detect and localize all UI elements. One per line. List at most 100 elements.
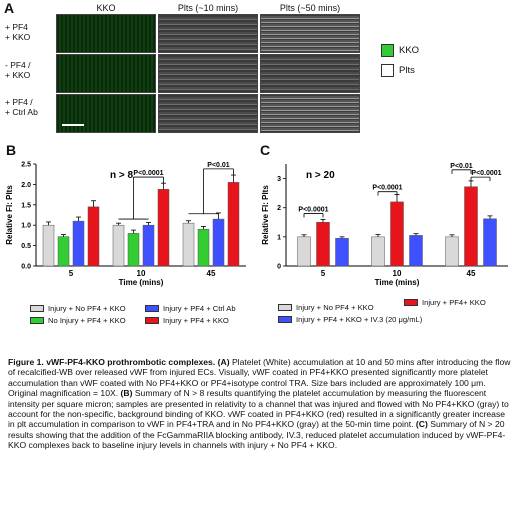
image-kko-row3 bbox=[56, 94, 156, 133]
legend-c-swatch-1 bbox=[278, 304, 292, 311]
col-header-plts-50: Plts (~50 mins) bbox=[279, 3, 341, 13]
p-value-label-3: P<0.0001 bbox=[471, 170, 501, 177]
row-label-1-line2: + KKO bbox=[5, 32, 31, 42]
image-plts10-row2 bbox=[158, 54, 258, 93]
bar-10-2 bbox=[127, 233, 140, 267]
bar-5-1 bbox=[42, 224, 55, 267]
y-tick-label-2: 2 bbox=[277, 205, 281, 212]
scale-bar bbox=[62, 124, 84, 126]
bar-45-1 bbox=[182, 222, 195, 267]
caption-b-text: Summary of N > 8 results quantifying the… bbox=[8, 388, 509, 430]
caption-c-label: (C) bbox=[415, 419, 428, 430]
legend-swatch-plts bbox=[381, 64, 394, 77]
p-value-label-2: P<0.01 bbox=[450, 163, 472, 170]
x-tick-label-5: 5 bbox=[69, 269, 74, 278]
legend-label-kko: KKO bbox=[399, 45, 420, 56]
legend-c-item-1: Injury + No PF4 + KKO bbox=[278, 303, 374, 312]
row-label-3-line1: + PF4 / bbox=[5, 97, 33, 107]
legend-b-item-3: No Injury + PF4 + KKO bbox=[30, 316, 126, 325]
p-value-label-1: P<0.0001 bbox=[372, 185, 402, 192]
x-tick-label-45: 45 bbox=[467, 269, 476, 278]
chart-c: 0 1 2 3 Relative FI: Plts n > 20 5 10 45 Time (mi… bbox=[261, 163, 508, 287]
bar-10-1 bbox=[371, 236, 385, 267]
y-axis-label: Relative FI: Plts bbox=[5, 185, 14, 245]
legend-b-label-4: Injury + PF4 + KKO bbox=[163, 316, 229, 325]
p-value-label-0: P<0.0001 bbox=[298, 207, 328, 214]
legend-b-item-2: Injury + PF4 + Ctrl Ab bbox=[145, 304, 236, 313]
bar-5-4 bbox=[87, 206, 100, 267]
bar-5-3 bbox=[335, 238, 349, 267]
image-kko-row2 bbox=[56, 54, 156, 93]
caption-a-text: Platelet (White) accumulation at 10 and … bbox=[8, 357, 511, 399]
bar-5-1 bbox=[297, 236, 311, 267]
image-plts10-row3 bbox=[158, 94, 258, 133]
row-label-2: - PF4 / + KKO bbox=[5, 60, 31, 80]
y-tick-label-0: 0.0 bbox=[21, 264, 31, 271]
y-tick-label-3: 1.5 bbox=[21, 202, 31, 209]
bar-45-2 bbox=[464, 186, 478, 267]
col-header-plts-10: Plts (~10 mins) bbox=[177, 3, 239, 13]
image-plts50-row1 bbox=[260, 14, 360, 53]
legend-c-item-3: Injury + PF4 + KKO + IV.3 (20 μg/mL) bbox=[278, 315, 422, 324]
row-label-2-line1: - PF4 / bbox=[5, 60, 31, 70]
col-header-kko: KKO bbox=[96, 3, 116, 13]
legend-c-label-2: Injury + PF4+ KKO bbox=[422, 298, 486, 307]
image-plts50-row2 bbox=[260, 54, 360, 93]
bar-10-3 bbox=[142, 224, 155, 267]
legend-b-item-1: Injury + No PF4 + KKO bbox=[30, 304, 126, 313]
bar-45-2 bbox=[197, 229, 210, 267]
chart-b: 0.0 0.5 1.0 1.5 2.0 2.5 Relative FI: Plts n > 8… bbox=[5, 162, 246, 287]
legend-swatch-kko bbox=[381, 44, 394, 57]
y-tick-label-3: 3 bbox=[277, 176, 281, 183]
bar-45-1 bbox=[445, 236, 459, 267]
p-value-label-1: P<0.01 bbox=[207, 162, 229, 169]
y-tick-label-1: 0.5 bbox=[21, 243, 31, 250]
x-axis-label: Time (mins) bbox=[119, 278, 164, 287]
y-tick-label-0: 0 bbox=[277, 264, 281, 271]
bar-5-2 bbox=[316, 222, 330, 267]
bar-45-3 bbox=[212, 218, 225, 267]
image-kko-row1 bbox=[56, 14, 156, 53]
n-label: n > 20 bbox=[306, 170, 335, 181]
x-tick-label-5: 5 bbox=[321, 269, 326, 278]
image-plts10-row1 bbox=[158, 14, 258, 53]
y-axis-label: Relative FI: Plts bbox=[261, 185, 270, 245]
row-label-3: + PF4 / + Ctrl Ab bbox=[5, 97, 38, 117]
figure-caption: Figure 1. vWF-PF4-KKO prothrombotic comp… bbox=[8, 357, 514, 451]
bar-10-3 bbox=[409, 235, 423, 267]
image-plts50-row3 bbox=[260, 94, 360, 133]
x-tick-label-10: 10 bbox=[137, 269, 146, 278]
legend-c-label-1: Injury + No PF4 + KKO bbox=[296, 303, 374, 312]
legend-b-label-2: Injury + PF4 + Ctrl Ab bbox=[163, 304, 236, 313]
row-label-1-line1: + PF4 bbox=[5, 22, 28, 32]
legend-b-swatch-2 bbox=[145, 305, 159, 312]
panel-c-letter: C bbox=[260, 142, 271, 158]
x-tick-label-45: 45 bbox=[207, 269, 216, 278]
y-tick-label-5: 2.5 bbox=[21, 162, 31, 169]
bar-45-4 bbox=[227, 182, 240, 267]
caption-c-text: Summary of N > 20 results showing that t… bbox=[8, 419, 506, 451]
caption-title: Figure 1. vWF-PF4-KKO prothrombotic comp… bbox=[8, 357, 216, 367]
bar-10-2 bbox=[390, 201, 404, 267]
y-tick-label-1: 1 bbox=[277, 234, 281, 241]
bar-45-3 bbox=[483, 218, 497, 267]
bar-10-4 bbox=[157, 189, 170, 267]
y-tick-label-4: 2.0 bbox=[21, 182, 31, 189]
legend-b-label-3: No Injury + PF4 + KKO bbox=[48, 316, 126, 325]
legend-c-item-2: Injury + PF4+ KKO bbox=[404, 298, 486, 307]
y-tick-label-2: 1.0 bbox=[21, 223, 31, 230]
bar-5-3 bbox=[72, 220, 85, 267]
n-label: n > 8 bbox=[110, 170, 134, 181]
legend-b-swatch-4 bbox=[145, 317, 159, 324]
legend-c-swatch-3 bbox=[278, 316, 292, 323]
p-value-label-0: P<0.0001 bbox=[133, 170, 163, 177]
legend-b-label-1: Injury + No PF4 + KKO bbox=[48, 304, 126, 313]
row-label-3-line2: + Ctrl Ab bbox=[5, 107, 38, 117]
panel-a-letter: A bbox=[4, 0, 15, 16]
bar-10-1 bbox=[112, 224, 125, 267]
row-label-1: + PF4 + KKO bbox=[5, 22, 30, 42]
legend-c-swatch-2 bbox=[404, 299, 418, 306]
row-label-2-line2: + KKO bbox=[5, 70, 31, 80]
legend-c-label-3: Injury + PF4 + KKO + IV.3 (20 μg/mL) bbox=[296, 315, 423, 324]
legend-label-plts: Plts bbox=[399, 65, 415, 76]
